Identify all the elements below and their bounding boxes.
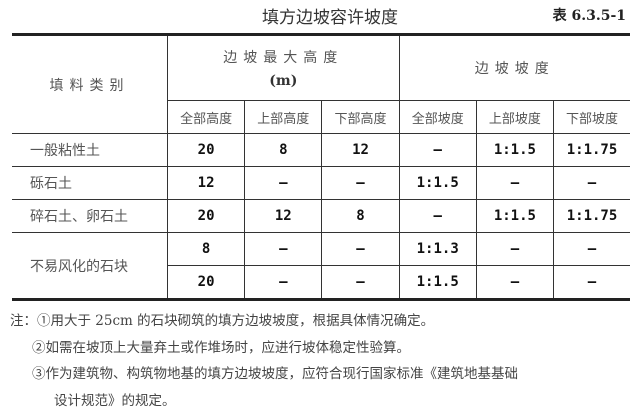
cell: —	[475, 232, 555, 266]
table-row: 碎石土、卵石土 20 12 8 — 1:1.5 1:1.75	[12, 199, 630, 233]
note: ③作为建筑物、构筑物地基的填方边坡坡度，应符合现行国家标准《建筑地基基础	[32, 366, 518, 382]
subheader: 全部高度	[167, 100, 246, 134]
cell: 12	[244, 199, 323, 233]
subheader: 下部高度	[321, 100, 400, 134]
cell: —	[475, 166, 555, 200]
cell: 1:1.5	[398, 265, 477, 300]
note: ②如需在坡顶上大量弃土或作堆场时，应进行坡体稳定性验算。	[32, 339, 410, 356]
row-category: 砾石土	[12, 166, 168, 200]
table-notes: 注：①用大于 25cm 的石块砌筑的填方边坡坡度，根据具体情况确定。 ②如需在坡…	[10, 308, 518, 414]
header-category: 填料类别	[12, 34, 168, 134]
cell: 1:1.5	[475, 199, 555, 233]
cell: —	[553, 166, 630, 200]
cell: 1:1.75	[553, 199, 630, 233]
header-slope: 边坡坡度	[398, 34, 630, 101]
table-row: 不易风化的石块 8 — — 1:1.3 — —	[12, 232, 630, 300]
cell: 1:1.5	[475, 133, 555, 167]
cell: —	[553, 232, 630, 266]
note: 设计规范》的规定。	[54, 392, 176, 409]
subheader: 上部高度	[244, 100, 323, 134]
cell: —	[244, 232, 323, 266]
table-row: 20 — — 1:1.5 — —	[12, 265, 630, 300]
cell: —	[244, 166, 323, 200]
cell: 20	[166, 133, 246, 167]
cell: —	[553, 265, 630, 300]
cell: 1:1.3	[398, 232, 477, 266]
cell: 12	[166, 166, 246, 200]
slope-table: 填料类别 边坡最大高度 (m) 边坡坡度 全部高度 上部高度 下部高度 全部坡度…	[12, 33, 630, 301]
table-title: 填方边坡容许坡度	[262, 8, 398, 28]
header-max-height: 边坡最大高度 (m)	[167, 34, 400, 101]
header-max-height-unit: (m)	[269, 73, 298, 89]
cell: 20	[167, 265, 246, 300]
cell: —	[321, 232, 400, 266]
cell: 1:1.75	[553, 133, 630, 167]
row-category: 碎石土、卵石土	[12, 199, 168, 233]
cell: —	[244, 265, 323, 300]
cell: —	[321, 265, 400, 300]
cell: 1:1.5	[398, 166, 477, 200]
cell: —	[321, 166, 400, 200]
table-number: 表 6.3.5-1	[552, 8, 626, 24]
cell: —	[398, 199, 477, 233]
row-category: 不易风化的石块	[12, 232, 168, 300]
note: 注：①用大于 25cm 的石块砌筑的填方边坡坡度，根据具体情况确定。	[10, 313, 435, 329]
subheader: 下部坡度	[553, 100, 630, 134]
subheader: 上部坡度	[475, 100, 555, 134]
table-row: 砾石土 12 — — 1:1.5 — —	[12, 166, 630, 200]
cell: —	[475, 265, 555, 300]
cell: 12	[321, 133, 400, 167]
row-category: 一般粘性土	[12, 133, 168, 167]
cell: 8	[166, 232, 246, 266]
header-max-height-label: 边坡最大高度	[223, 50, 344, 66]
cell: —	[398, 133, 477, 167]
cell: 8	[321, 199, 400, 233]
subheader: 全部坡度	[398, 100, 477, 134]
cell: 20	[166, 199, 246, 233]
cell: 8	[244, 133, 323, 167]
table-row: 一般粘性土 20 8 12 — 1:1.5 1:1.75	[12, 133, 630, 167]
